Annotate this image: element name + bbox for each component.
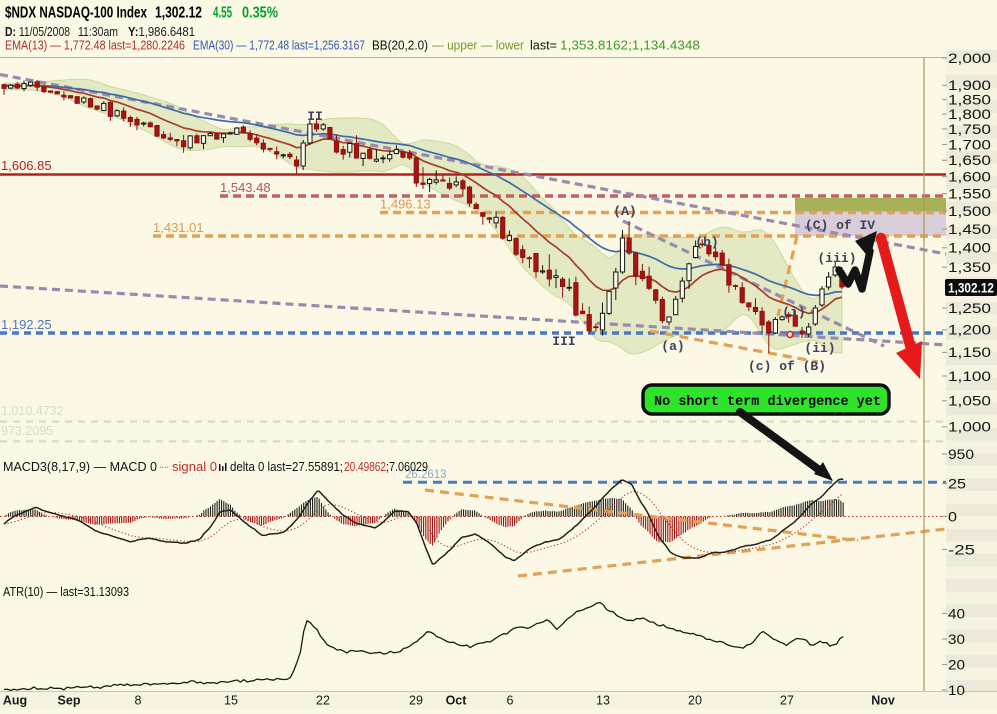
svg-text:(A): (A) xyxy=(613,204,636,219)
svg-text:22: 22 xyxy=(316,694,330,708)
svg-text:1,431.01: 1,431.01 xyxy=(153,220,204,235)
svg-text:2,000: 2,000 xyxy=(948,51,991,66)
svg-text:1,606.85: 1,606.85 xyxy=(1,158,52,173)
svg-text:ATR(10) — last=31.13093: ATR(10) — last=31.13093 xyxy=(3,585,129,599)
svg-text:11:30am: 11:30am xyxy=(78,25,118,39)
svg-text:(b): (b) xyxy=(695,235,718,250)
svg-text:EMA(13) — 1,772.48 last=1,280.: EMA(13) — 1,772.48 last=1,280.2246 xyxy=(5,39,185,53)
svg-text:1,350: 1,350 xyxy=(948,260,991,275)
svg-text:1,050: 1,050 xyxy=(948,394,991,409)
svg-text:1,100: 1,100 xyxy=(948,369,991,384)
svg-text:III: III xyxy=(552,334,575,349)
svg-text:— upper — lower: — upper — lower xyxy=(432,39,524,53)
svg-text:1,800: 1,800 xyxy=(948,107,991,122)
svg-text:1,000: 1,000 xyxy=(948,420,991,435)
svg-text:1,550: 1,550 xyxy=(948,186,991,201)
svg-text:1,353.8162;1,134.4348: 1,353.8162;1,134.4348 xyxy=(560,39,700,53)
svg-text:30: 30 xyxy=(948,632,965,647)
svg-text:(ii): (ii) xyxy=(804,341,835,356)
svg-text:Y:1,986.6481: Y:1,986.6481 xyxy=(128,25,195,39)
svg-text:950: 950 xyxy=(948,447,974,462)
svg-text:1,496.13: 1,496.13 xyxy=(380,197,431,212)
svg-text:40: 40 xyxy=(948,606,965,621)
svg-text:1,400: 1,400 xyxy=(948,241,991,256)
svg-text:10: 10 xyxy=(948,683,965,698)
svg-text:EMA(30) — 1,772.48 last=1,256.: EMA(30) — 1,772.48 last=1,256.3167 xyxy=(193,39,365,53)
svg-text:1,302.12: 1,302.12 xyxy=(948,281,994,296)
svg-text:8: 8 xyxy=(135,694,142,708)
svg-text:13: 13 xyxy=(596,694,610,708)
svg-text:(c) of (B): (c) of (B) xyxy=(748,359,826,374)
svg-text:0: 0 xyxy=(948,509,957,524)
svg-text:BB(20,2.0): BB(20,2.0) xyxy=(372,39,428,53)
svg-text:1,250: 1,250 xyxy=(948,301,991,316)
svg-text:1,192.25: 1,192.25 xyxy=(1,317,52,332)
svg-text:6: 6 xyxy=(507,694,514,708)
svg-text:(iii): (iii) xyxy=(817,251,856,266)
svg-text:Oct: Oct xyxy=(446,694,468,708)
svg-text:1,450: 1,450 xyxy=(948,222,991,237)
svg-text:····: ···· xyxy=(159,459,169,474)
svg-text:1,700: 1,700 xyxy=(948,137,991,152)
svg-text:26.2613: 26.2613 xyxy=(405,469,447,481)
svg-text:II: II xyxy=(307,109,323,124)
svg-text:1,543.48: 1,543.48 xyxy=(220,180,271,195)
svg-text:last=: last= xyxy=(530,39,557,53)
svg-text:(C) of IV: (C) of IV xyxy=(805,218,875,233)
svg-text:D: 11/05/2008: D: 11/05/2008 xyxy=(5,25,70,39)
svg-text:(a): (a) xyxy=(661,339,684,354)
svg-text:MACD3(8,17,9) — MACD 0: MACD3(8,17,9) — MACD 0 xyxy=(3,459,157,474)
svg-text:4.55: 4.55 xyxy=(213,5,232,22)
svg-text:Nov: Nov xyxy=(871,694,895,708)
svg-text:973.2095: 973.2095 xyxy=(1,424,53,438)
svg-text:No short term divergence yet: No short term divergence yet xyxy=(654,395,881,410)
svg-text:1,600: 1,600 xyxy=(948,170,991,185)
svg-text:20: 20 xyxy=(688,694,702,708)
svg-text:1,010.4732: 1,010.4732 xyxy=(1,404,64,418)
svg-text:1,500: 1,500 xyxy=(948,204,991,219)
svg-text:29: 29 xyxy=(409,694,423,708)
svg-text:Aug: Aug xyxy=(3,694,27,708)
svg-text:1,900: 1,900 xyxy=(948,78,991,93)
svg-text:1,650: 1,650 xyxy=(948,153,991,168)
svg-text:Sep: Sep xyxy=(58,694,81,708)
svg-text:15: 15 xyxy=(224,694,238,708)
svg-text:20.49862: 20.49862 xyxy=(344,459,386,474)
svg-text:27: 27 xyxy=(780,694,794,708)
svg-text:-25: -25 xyxy=(948,542,975,557)
svg-text:1,200: 1,200 xyxy=(948,323,991,338)
svg-text:1,750: 1,750 xyxy=(948,122,991,137)
svg-text:20: 20 xyxy=(948,657,965,672)
svg-text:delta 0 last=27.55891;: delta 0 last=27.55891; xyxy=(230,459,343,474)
svg-text:1,850: 1,850 xyxy=(948,92,991,107)
svg-text:25: 25 xyxy=(948,476,966,491)
svg-text:$NDX NASDAQ-100 Index: $NDX NASDAQ-100 Index xyxy=(5,5,147,22)
svg-text:signal 0: signal 0 xyxy=(172,459,217,474)
svg-text:1,302.12: 1,302.12 xyxy=(155,5,202,22)
svg-text:0.35%: 0.35% xyxy=(242,5,278,22)
svg-text:(i): (i) xyxy=(782,305,805,320)
svg-text:1,150: 1,150 xyxy=(948,345,991,360)
svg-text:;7.06029: ;7.06029 xyxy=(386,459,428,474)
